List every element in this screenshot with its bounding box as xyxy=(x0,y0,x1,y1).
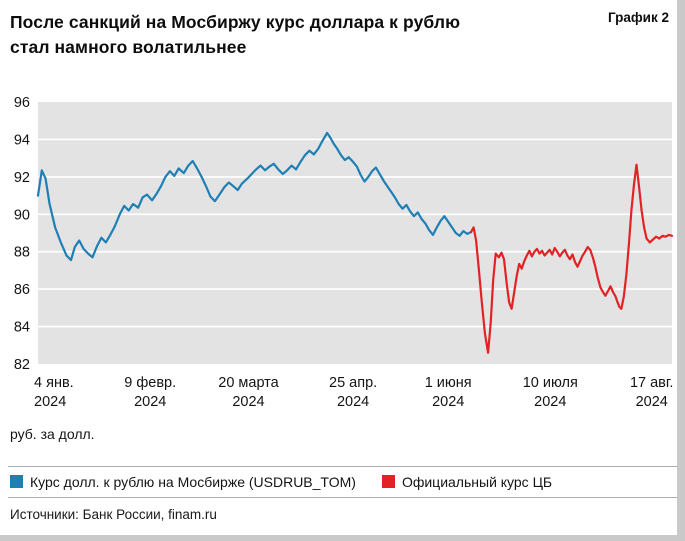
x-tick-date-label: 10 июля xyxy=(523,375,578,391)
cbr-series-swatch-icon xyxy=(381,475,395,489)
x-tick-year-label: 2024 xyxy=(232,394,264,410)
moex-series-swatch-icon xyxy=(10,475,23,489)
x-tick-date-label: 9 февр. xyxy=(124,375,176,391)
y-tick-label: 90 xyxy=(14,207,30,223)
x-tick-date-label: 17 авг. xyxy=(630,375,673,391)
sources-note: Источники: Банк России, finam.ru xyxy=(10,506,217,522)
y-tick-label: 86 xyxy=(14,282,30,298)
chart-canvas: 82 84 86 88 90 92 94 96 4 янв. 2024 9 февр. 2024 20 … xyxy=(14,95,674,410)
x-tick-date-label: 4 янв. xyxy=(34,375,74,391)
moex-usdrub-line xyxy=(36,131,473,261)
legend-item-cbr: Официальный курс ЦБ xyxy=(381,473,553,490)
page-title-line-2: стал намного волатильнее xyxy=(10,36,247,57)
x-tick-year-label: 2024 xyxy=(534,394,566,410)
page-title-line-1: После санкций на Мосбиржу курс доллара к… xyxy=(10,12,461,32)
legend-label-cbr: Официальный курс ЦБ xyxy=(401,473,553,490)
x-tick-year-label: 2024 xyxy=(636,394,668,410)
chart-number-label: График 2 xyxy=(607,10,669,25)
legend: Курс долл. к рублю на Мосбирже (USDRUB_T… xyxy=(8,465,677,498)
legend-label-moex: Курс долл. к рублю на Мосбирже (USDRUB_T… xyxy=(30,473,356,490)
y-tick-label: 94 xyxy=(14,132,30,148)
y-tick-label: 82 xyxy=(14,357,30,373)
page-edge-right xyxy=(677,0,685,541)
y-tick-label: 92 xyxy=(14,170,30,186)
y-tick-label: 88 xyxy=(14,244,30,260)
plot-area xyxy=(38,101,672,364)
x-tick-year-label: 2024 xyxy=(337,394,369,410)
x-tick-year-label: 2024 xyxy=(432,394,464,410)
x-tick-year-label: 2024 xyxy=(134,394,166,410)
legend-item-moex: Курс долл. к рублю на Мосбирже (USDRUB_T… xyxy=(10,474,356,490)
header: После санкций на Мосбиржу курс доллара к… xyxy=(0,0,685,60)
y-axis-unit-label: руб. за долл. xyxy=(10,425,95,442)
y-tick-label: 96 xyxy=(14,95,30,111)
x-tick-date-label: 20 марта xyxy=(218,375,279,391)
y-tick-label: 84 xyxy=(14,319,30,335)
x-tick-date-label: 25 апр. xyxy=(329,375,377,391)
x-tick-year-label: 2024 xyxy=(34,394,66,410)
cbr-official-rate-line xyxy=(469,163,674,354)
x-tick-date-label: 1 июня xyxy=(425,375,472,391)
page-edge-bottom xyxy=(0,535,685,541)
